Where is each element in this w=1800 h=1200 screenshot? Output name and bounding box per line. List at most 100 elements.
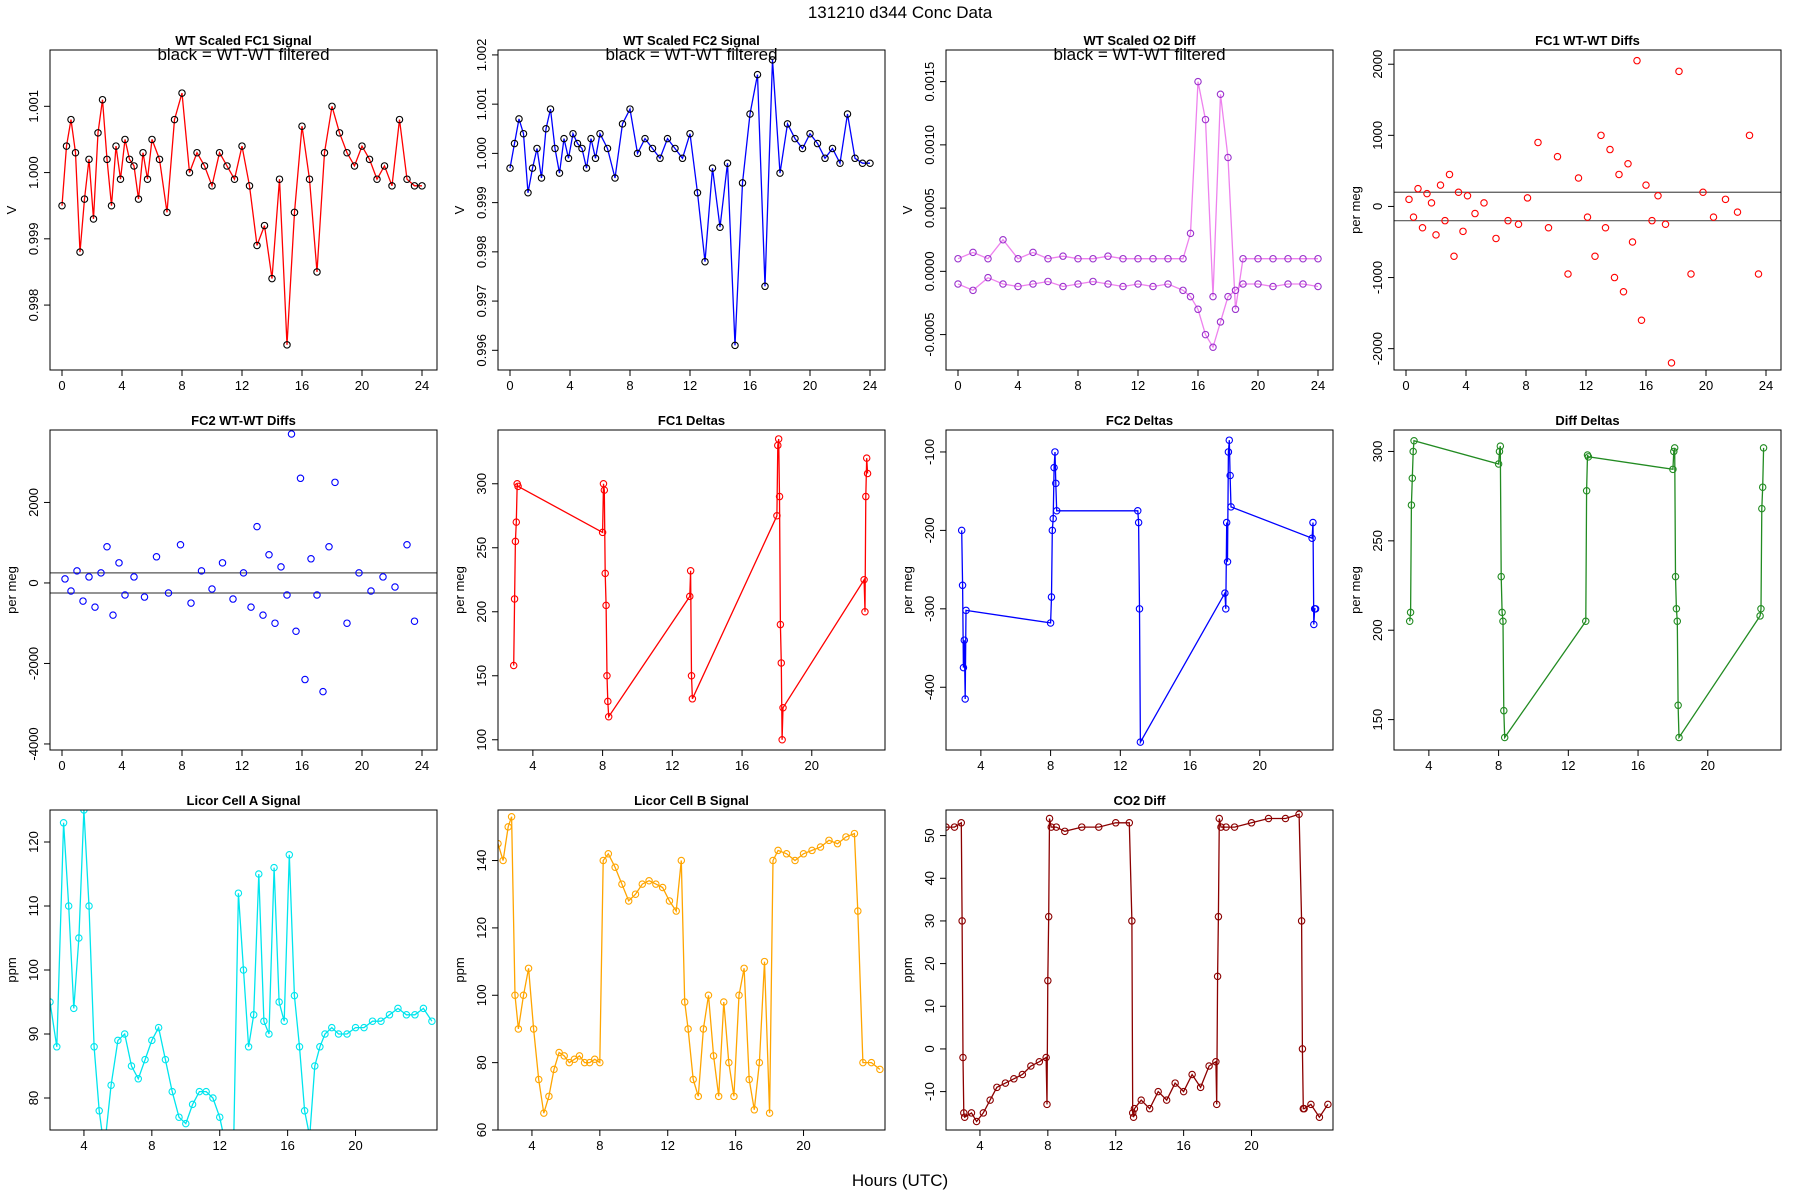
data-point	[716, 223, 724, 231]
panel-co2-diff: CO2 Diff ppm 4 8 12 16 20 -10 0 10 20 30 40 50	[900, 793, 1334, 1153]
data-point	[599, 856, 607, 865]
data-point	[515, 115, 523, 123]
data-point	[343, 619, 351, 627]
data-point	[652, 880, 660, 888]
data-point	[1615, 170, 1623, 179]
data-point	[114, 1036, 122, 1045]
x-tick-label: 0	[1402, 378, 1409, 393]
data-point	[1014, 254, 1022, 263]
x-tick-label: 12	[1561, 758, 1575, 773]
data-point	[1213, 972, 1222, 981]
data-point	[993, 1083, 1001, 1092]
data-point	[1051, 448, 1059, 456]
data-point	[75, 934, 83, 942]
x-tick-label: 8	[626, 378, 633, 393]
y-tick-label: -300	[922, 596, 937, 622]
data-point	[591, 154, 600, 163]
data-point	[1047, 593, 1056, 601]
data-point	[130, 162, 138, 170]
data-point	[813, 139, 822, 148]
series-line-upper	[957, 81, 1318, 310]
data-point	[1409, 213, 1418, 221]
series-line-signal	[50, 810, 433, 1130]
data-point	[959, 1053, 967, 1062]
data-point	[1074, 254, 1082, 263]
y-tick-label: 0.998	[474, 236, 489, 269]
data-point	[319, 687, 327, 696]
data-point	[1111, 819, 1120, 827]
x-tick-label: 12	[1131, 378, 1145, 393]
data-point	[270, 863, 278, 872]
data-point	[1637, 316, 1646, 324]
data-point	[402, 1011, 411, 1019]
data-point	[305, 175, 314, 183]
data-point	[223, 162, 231, 170]
x-tick-label: 12	[1579, 378, 1593, 393]
y-tick-label: 100	[26, 959, 41, 981]
data-point	[1281, 814, 1290, 823]
data-point	[1670, 444, 1679, 452]
y-tick-label: 80	[26, 1091, 41, 1105]
data-point	[645, 876, 653, 885]
data-point	[1553, 152, 1562, 161]
y-tick-label: 0.997	[474, 285, 489, 318]
data-point	[230, 1159, 236, 1165]
x-tick-label: 16	[1631, 758, 1645, 773]
panel-title: Licor Cell A Signal	[187, 793, 301, 808]
data-point	[253, 241, 261, 250]
data-point	[509, 661, 518, 670]
data-point	[624, 897, 633, 905]
data-point	[1119, 282, 1127, 291]
x-tick-label: 20	[805, 758, 819, 773]
data-point	[866, 159, 874, 167]
plot-frame	[497, 809, 886, 1131]
data-point	[534, 1075, 543, 1084]
data-point	[760, 957, 769, 966]
data-point	[1186, 292, 1195, 301]
data-point	[61, 575, 69, 583]
x-tick-label: 12	[683, 378, 697, 393]
data-point	[1295, 810, 1303, 819]
data-point	[570, 1055, 579, 1064]
y-tick-label: -4000	[26, 727, 41, 760]
data-point	[112, 142, 120, 150]
data-point	[686, 129, 694, 138]
data-point	[1225, 436, 1234, 444]
data-point	[1498, 608, 1506, 617]
data-point	[287, 430, 296, 438]
data-point	[1162, 1096, 1171, 1104]
data-point	[761, 282, 769, 291]
data-point	[1247, 819, 1256, 827]
data-point	[59, 819, 68, 827]
x-tick-label: 12	[213, 1138, 227, 1153]
data-point	[960, 636, 969, 644]
data-point	[1492, 234, 1500, 243]
x-tick-label: 16	[1183, 758, 1197, 773]
data-point	[1314, 254, 1322, 263]
data-point	[618, 880, 626, 888]
data-point	[1671, 572, 1680, 581]
data-point	[740, 964, 748, 973]
data-point	[799, 850, 808, 858]
x-tick-label: 4	[118, 758, 125, 773]
data-point	[1409, 447, 1417, 456]
x-tick-label: 16	[1191, 378, 1205, 393]
data-point	[300, 1107, 309, 1115]
data-point	[1432, 231, 1440, 239]
y-tick-label: 50	[922, 828, 937, 842]
data-point	[806, 129, 814, 138]
y-tick-label: -2000	[26, 647, 41, 680]
data-point	[768, 56, 777, 64]
y-tick-label: 20	[922, 956, 937, 970]
data-point	[1500, 733, 1509, 742]
x-tick-label: 20	[1699, 378, 1713, 393]
data-point	[560, 1052, 568, 1060]
data-point	[960, 1113, 969, 1121]
panel-title: WT Scaled FC1 Signal	[175, 33, 312, 48]
y-tick-label: 80	[474, 1055, 489, 1069]
panel-fc1-wt-diffs: FC1 WT-WT Diffs per meg 0 4 8 12 16 20 24 -2000 -1…	[1348, 33, 1782, 393]
data-point	[1134, 507, 1142, 515]
data-point	[1104, 280, 1112, 288]
data-point	[1610, 273, 1619, 282]
data-point	[253, 522, 261, 531]
